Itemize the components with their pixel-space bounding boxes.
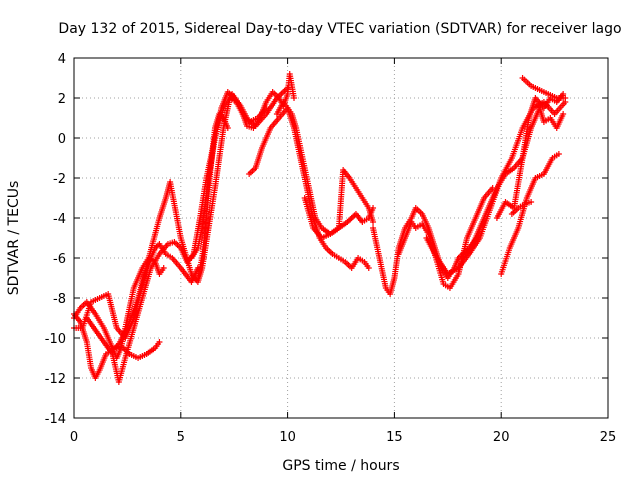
data-point <box>555 151 562 157</box>
y-tick-label: -4 <box>53 212 66 227</box>
data-point <box>160 265 167 271</box>
y-axis-label: SDTVAR / TECUs <box>6 181 22 296</box>
x-tick-label: 0 <box>70 430 78 445</box>
series-sat-j <box>301 167 377 241</box>
x-axis-label: GPS time / hours <box>282 458 399 474</box>
data-point <box>370 219 377 225</box>
series-sat-o <box>493 91 567 221</box>
series-sat-i <box>273 99 372 271</box>
y-tick-label: -14 <box>45 412 66 427</box>
data-series <box>71 71 569 385</box>
series-sat-q <box>498 151 562 277</box>
data-point <box>562 95 569 101</box>
axis-ticks: 0 5 10 15 20 25 -14 -12 -10 -8 -6 -4 -2 0 2 4 <box>45 52 617 445</box>
data-point <box>156 339 163 345</box>
series-sat-r <box>508 199 535 217</box>
series-sat-g <box>194 111 231 281</box>
y-tick-label: -8 <box>53 292 66 307</box>
y-tick-label: 2 <box>58 92 66 107</box>
series-sat-d <box>83 91 270 385</box>
data-point <box>560 111 567 117</box>
plot-frame <box>73 57 609 419</box>
y-tick-label: -10 <box>45 332 66 347</box>
data-point <box>528 199 535 205</box>
y-tick-label: 0 <box>58 132 66 147</box>
series-sat-l <box>395 185 496 291</box>
data-point <box>365 265 372 271</box>
x-tick-label: 25 <box>600 430 617 445</box>
chart-title: Day 132 of 2015, Sidereal Day-to-day VTE… <box>58 21 621 37</box>
data-point <box>224 125 231 131</box>
series-sat-f <box>188 71 298 261</box>
y-tick-label: -12 <box>45 372 66 387</box>
y-tick-label: -6 <box>53 252 66 267</box>
x-tick-label: 5 <box>177 430 185 445</box>
series-sat-p <box>519 75 569 101</box>
y-tick-label: -2 <box>53 172 66 187</box>
series-sat-n <box>459 105 567 261</box>
data-point <box>291 95 298 101</box>
y-tick-label: 4 <box>58 52 66 67</box>
x-tick-label: 15 <box>386 430 403 445</box>
x-tick-label: 20 <box>493 430 510 445</box>
x-tick-label: 10 <box>279 430 296 445</box>
